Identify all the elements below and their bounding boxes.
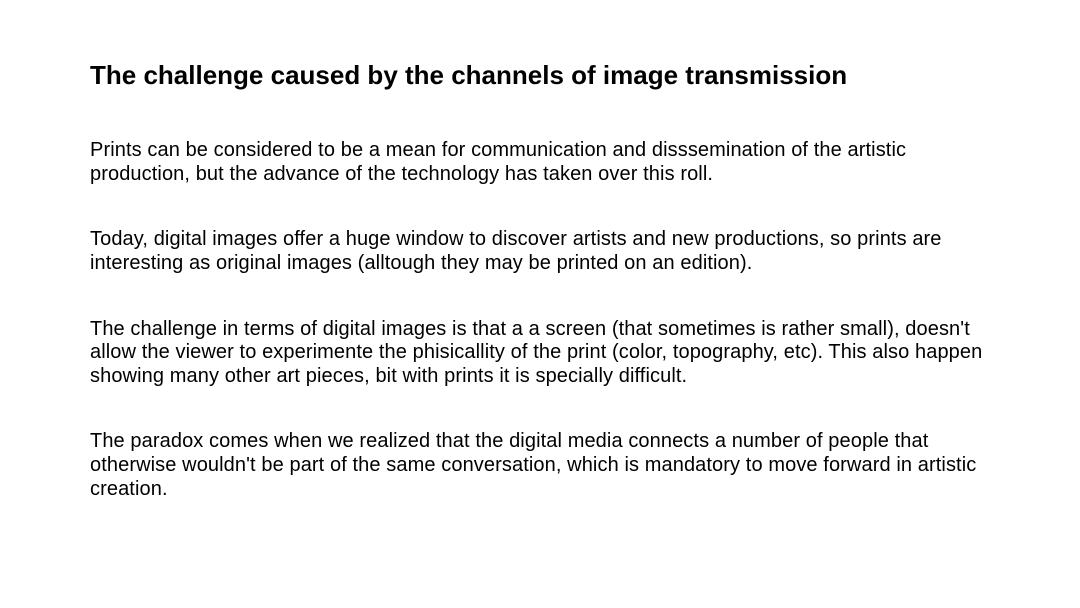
body-paragraph: Prints can be considered to be a mean fo…	[90, 139, 990, 186]
body-paragraph: The challenge in terms of digital images…	[90, 318, 990, 389]
document-page: The challenge caused by the channels of …	[0, 0, 1080, 608]
body-paragraph: Today, digital images offer a huge windo…	[90, 228, 990, 275]
page-title: The challenge caused by the channels of …	[90, 60, 990, 91]
body-paragraph: The paradox comes when we realized that …	[90, 430, 990, 501]
